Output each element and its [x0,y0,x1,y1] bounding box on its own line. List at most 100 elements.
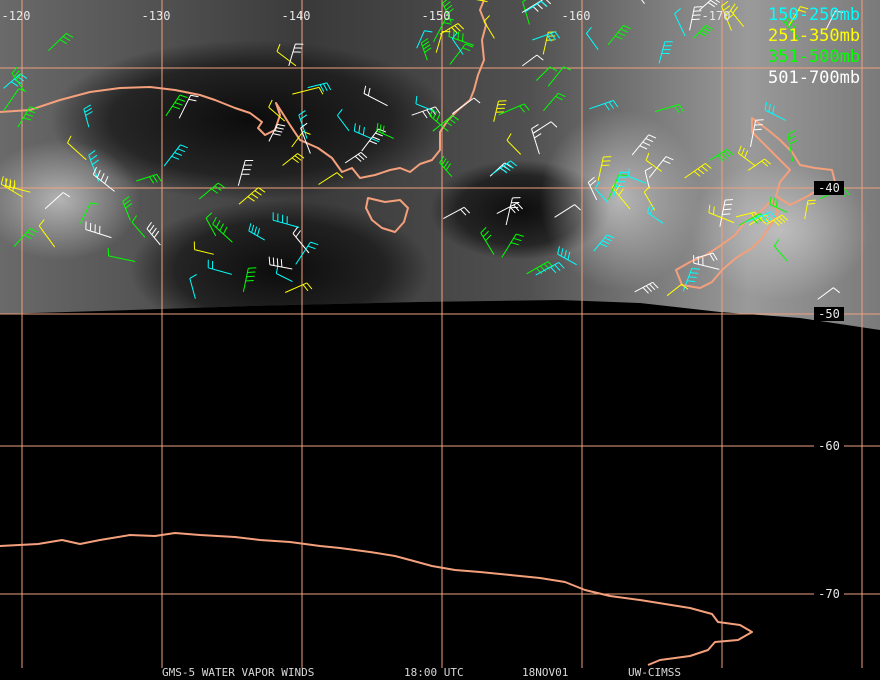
wind-barb [307,82,332,92]
wind-barb [666,283,689,297]
wind-barb [198,182,225,200]
wind-barb [189,273,197,299]
wind-barb [248,223,265,241]
wind-barb [695,252,718,262]
wind-barb [420,38,432,61]
wind-barb [522,54,544,67]
footer-time: 18:00 UTC [404,666,464,679]
wind-barb [88,150,100,182]
wind-barb [532,31,561,42]
wind-barb [237,160,254,186]
wind-barb [272,212,300,228]
wind-barb [634,281,659,294]
wind-barb [557,246,577,266]
wind-barb [136,173,162,184]
wind-barb [48,32,74,52]
wind-barb [165,94,188,117]
wind-barb [721,1,734,31]
wind-barb [492,160,518,175]
wind-barb [644,166,653,189]
wind-barb [242,267,257,292]
wind-barb [451,32,464,55]
wind-barb [646,204,664,224]
wind-barb [178,94,199,119]
wind-barb [498,103,530,116]
wind-barb [83,104,93,128]
wind-barb [787,130,798,162]
wind-barb [689,6,703,31]
wind-barb [645,152,662,172]
wind-barb [415,95,435,112]
footer: GMS-5 WATER VAPOR WINDS 18:00 UTC 18NOV0… [162,666,681,679]
wind-barb [750,119,764,147]
wind-barb [276,43,297,67]
wind-barb [593,234,615,252]
wind-barb [594,181,609,204]
wind-barb [275,265,293,283]
wind-barb [429,108,449,132]
wind-barb [439,23,465,35]
wind-barb [825,10,844,30]
footer-source: UW-CIMSS [628,666,681,679]
wind-barb [268,256,293,270]
wind-barb [708,148,734,162]
wind-barb [11,66,25,92]
wind-barb [501,233,524,258]
wind-barb [531,123,542,155]
wind-barb [361,128,386,152]
coastline-antarctica [0,532,753,666]
wind-barb [44,192,71,210]
wind-barb [773,239,788,262]
legend-entry: 501-700mb [768,68,860,88]
wind-barb [288,43,304,66]
wind-barb [452,97,481,115]
wind-barb [5,178,31,193]
wind-barb [817,287,841,300]
wind-barb [268,99,286,122]
wind-barb [682,268,700,292]
wind-barb [292,86,324,95]
wind-barb [693,255,720,270]
wind-barb [737,145,756,167]
wind-barb [804,199,816,220]
longitude-label: -170 [702,9,731,23]
wind-barb [631,134,657,156]
wind-barb [107,247,136,262]
wind-barb [788,6,809,26]
wind-barb [411,106,441,119]
wind-barb [212,216,233,243]
wind-barb [699,0,720,11]
wind-barb [238,187,266,205]
wind-barb [506,133,522,155]
latitude-label: -70 [818,587,840,601]
wind-barb [597,156,612,181]
wind-barb [432,115,460,132]
wind-barb [589,100,619,111]
wind-barb [535,261,565,276]
latitude-label: -40 [818,181,840,195]
wind-barb [522,0,530,25]
wind-barb [449,43,473,65]
wind-barb [337,108,350,132]
wind-barb [443,206,471,220]
wind-barb [692,24,713,39]
wind-barb [526,261,554,275]
wind-barb [612,171,629,199]
longitude-label: -120 [2,9,31,23]
wind-barb [532,121,558,135]
wind-barb [79,202,99,224]
wind-barb [524,0,548,13]
wind-barb [493,100,507,122]
wind-barb [363,85,388,107]
wind-barb [543,92,566,112]
wind-barb [480,226,495,255]
wind-barb [536,66,558,81]
wind-barb [641,0,645,5]
wind-barb [38,219,56,248]
wind-barb [353,123,380,143]
label-background [814,307,844,321]
coastline-australia [0,0,487,179]
wind-barb [146,222,161,246]
